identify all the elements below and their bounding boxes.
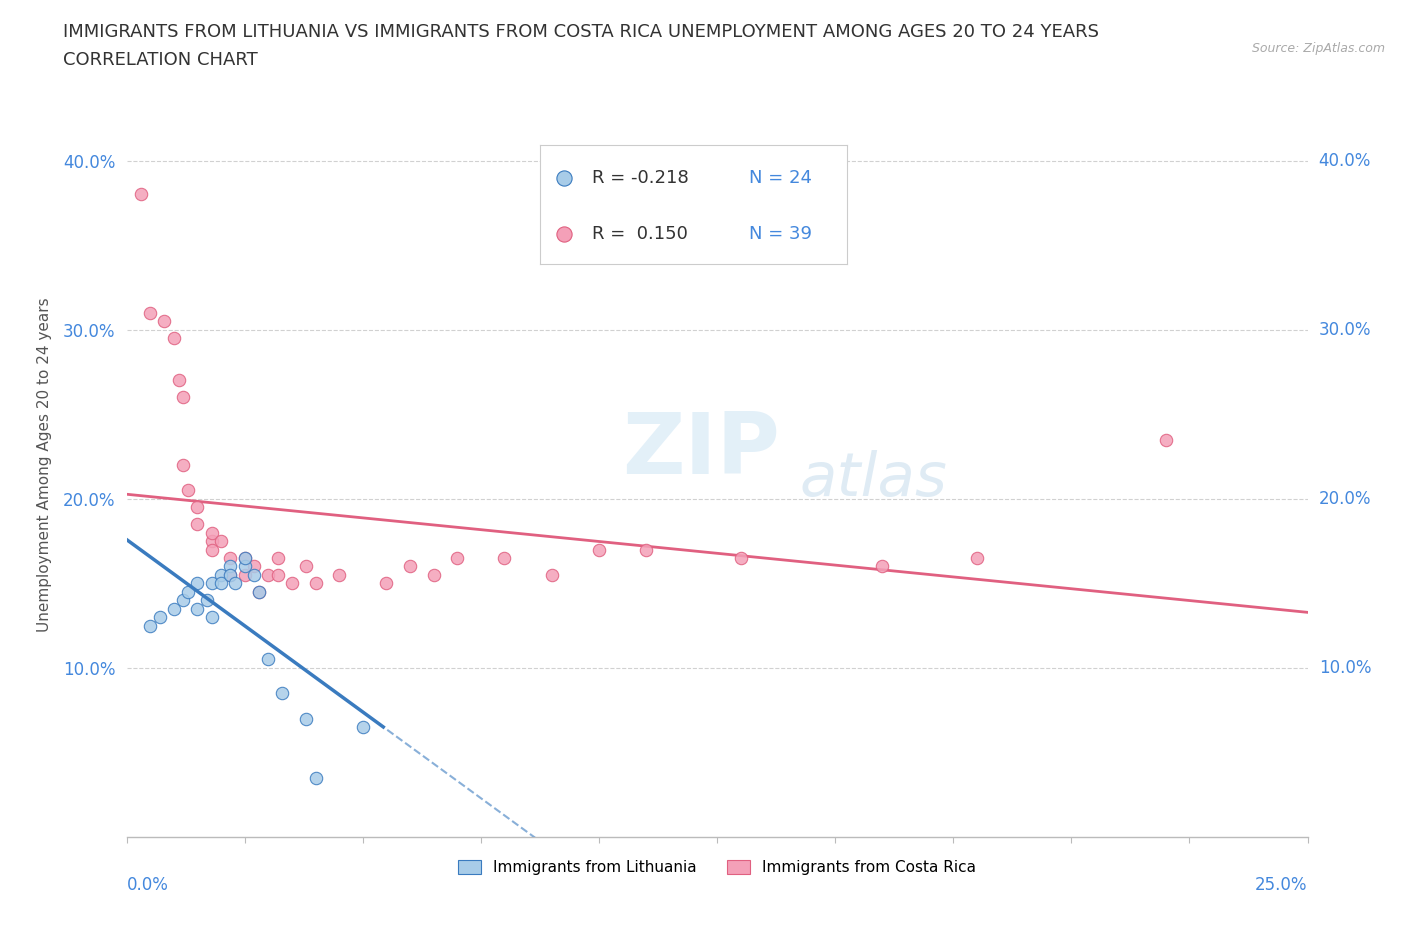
Legend: Immigrants from Lithuania, Immigrants from Costa Rica: Immigrants from Lithuania, Immigrants fr… — [451, 854, 983, 882]
Point — [422, 567, 444, 582]
Point — [200, 525, 222, 540]
Point — [233, 567, 256, 582]
Point — [446, 551, 468, 565]
Point — [224, 576, 246, 591]
Point — [267, 551, 290, 565]
Point — [295, 711, 318, 726]
Point — [636, 542, 658, 557]
Text: 30.0%: 30.0% — [1319, 321, 1371, 339]
Point — [243, 567, 266, 582]
Text: Source: ZipAtlas.com: Source: ZipAtlas.com — [1251, 42, 1385, 55]
Point — [172, 390, 194, 405]
Point — [139, 618, 162, 633]
Point — [129, 187, 152, 202]
Point — [328, 567, 350, 582]
Point — [1154, 432, 1177, 447]
Point — [375, 576, 398, 591]
Point — [186, 517, 208, 532]
Point — [200, 534, 222, 549]
Point — [195, 592, 218, 607]
Text: atlas: atlas — [800, 450, 948, 510]
Point — [200, 576, 222, 591]
Point — [247, 584, 270, 599]
Point — [257, 652, 280, 667]
Point — [209, 534, 232, 549]
Point — [139, 305, 162, 320]
Text: 25.0%: 25.0% — [1256, 876, 1308, 894]
Point — [540, 567, 562, 582]
Point — [172, 592, 194, 607]
Point — [186, 576, 208, 591]
Point — [177, 483, 200, 498]
Point — [588, 542, 610, 557]
Text: 10.0%: 10.0% — [1319, 659, 1371, 677]
Point — [494, 551, 516, 565]
Text: CORRELATION CHART: CORRELATION CHART — [63, 51, 259, 69]
Text: 20.0%: 20.0% — [1319, 490, 1371, 508]
Point — [872, 559, 894, 574]
Point — [399, 559, 422, 574]
Point — [153, 313, 176, 328]
Point — [295, 559, 318, 574]
Point — [233, 551, 256, 565]
Point — [352, 720, 374, 735]
Point — [730, 551, 752, 565]
Point — [219, 567, 242, 582]
Point — [209, 576, 232, 591]
Point — [257, 567, 280, 582]
Point — [219, 551, 242, 565]
Point — [200, 542, 222, 557]
Point — [149, 610, 172, 625]
Point — [219, 567, 242, 582]
Point — [271, 685, 294, 700]
Point — [177, 584, 200, 599]
Point — [186, 602, 208, 617]
Point — [219, 559, 242, 574]
Text: ZIP: ZIP — [623, 408, 780, 492]
Point — [304, 576, 326, 591]
Point — [243, 559, 266, 574]
Text: 0.0%: 0.0% — [127, 876, 169, 894]
Point — [267, 567, 290, 582]
Point — [966, 551, 988, 565]
Point — [167, 373, 190, 388]
Point — [186, 499, 208, 514]
Point — [209, 567, 232, 582]
Point — [200, 610, 222, 625]
Point — [304, 770, 326, 785]
Y-axis label: Unemployment Among Ages 20 to 24 years: Unemployment Among Ages 20 to 24 years — [37, 298, 52, 632]
Point — [163, 331, 186, 346]
Point — [163, 602, 186, 617]
Point — [247, 584, 270, 599]
Point — [172, 458, 194, 472]
Text: IMMIGRANTS FROM LITHUANIA VS IMMIGRANTS FROM COSTA RICA UNEMPLOYMENT AMONG AGES : IMMIGRANTS FROM LITHUANIA VS IMMIGRANTS … — [63, 23, 1099, 41]
Point — [233, 559, 256, 574]
Point — [281, 576, 304, 591]
Point — [233, 551, 256, 565]
Text: 40.0%: 40.0% — [1319, 152, 1371, 169]
